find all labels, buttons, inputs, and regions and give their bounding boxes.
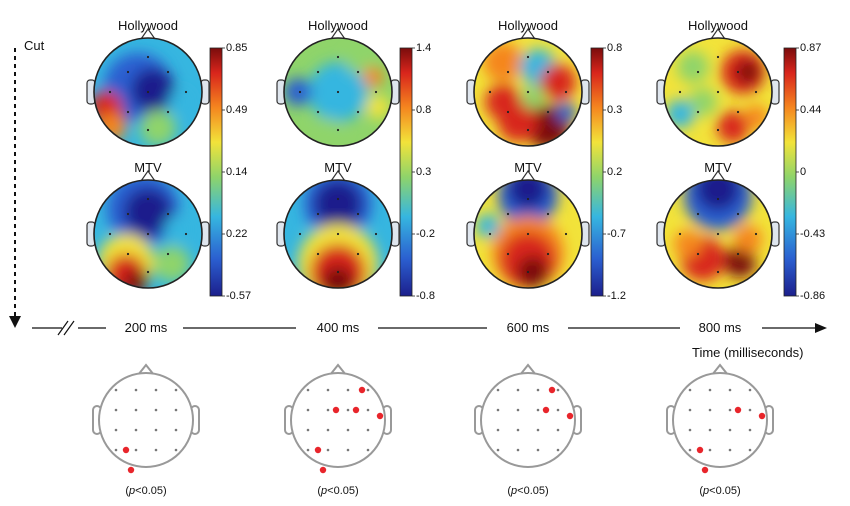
topomap-8	[656, 169, 780, 289]
colorbar-3	[590, 47, 606, 297]
time-label-200: 200 ms	[124, 320, 168, 335]
row-label-mtv-4: MTV	[704, 160, 732, 175]
cbar3-tick-4: -1.2	[607, 290, 626, 302]
cbar3-tick-1: 0.3	[607, 104, 623, 116]
cbar4-tick-4: -0.86	[800, 290, 826, 302]
time-axis-layer	[9, 48, 827, 336]
significant-electrode	[734, 406, 742, 414]
time-label-800: 800 ms	[698, 320, 742, 335]
colorbar-layer	[209, 47, 799, 297]
cbar3-tick-2: 0.2	[607, 166, 623, 178]
row-label-hollywood-4: Hollywood	[688, 18, 748, 33]
colorbar-2	[399, 47, 415, 297]
significant-electrode	[319, 466, 327, 474]
electrode-head-2	[284, 363, 392, 474]
row-label-mtv-2: MTV	[324, 160, 352, 175]
electrode-head-4	[666, 363, 774, 474]
significant-electrode	[566, 412, 574, 420]
significance-note-4: (p<0.05)	[699, 485, 741, 497]
cut-arrow-head	[9, 316, 21, 328]
significant-electrode	[122, 446, 130, 454]
cbar1-tick-1: 0.49	[226, 104, 248, 116]
topomap-2	[86, 169, 210, 289]
significant-electrode	[696, 446, 704, 454]
topomap-5	[466, 27, 590, 147]
topomap-6	[466, 169, 590, 289]
significance-note-3: (p<0.05)	[507, 485, 549, 497]
topomap-layer	[86, 27, 780, 289]
significance-note-1: (p<0.05)	[125, 485, 167, 497]
row-label-mtv-3: MTV	[514, 160, 542, 175]
significant-electrode	[332, 406, 340, 414]
cbar4-tick-0: 0.87	[800, 42, 822, 54]
time-label-400: 400 ms	[316, 320, 360, 335]
axis-break-1	[57, 320, 69, 336]
topomap-1	[86, 27, 210, 147]
significant-electrode	[127, 466, 135, 474]
significant-electrode	[701, 466, 709, 474]
cbar2-tick-3: -0.2	[416, 228, 435, 240]
electrode-head-1	[92, 363, 200, 474]
significant-electrode	[358, 386, 366, 394]
cbar4-tick-2: 0	[800, 166, 807, 178]
significant-electrode	[314, 446, 322, 454]
row-label-hollywood-2: Hollywood	[308, 18, 368, 33]
cbar3-tick-3: -0.7	[607, 228, 626, 240]
cut-label: Cut	[24, 38, 45, 53]
cbar2-tick-1: 0.8	[416, 104, 432, 116]
row-label-hollywood-1: Hollywood	[118, 18, 178, 33]
cbar1-tick-4: -0.57	[226, 290, 252, 302]
electrode-head-3	[474, 363, 582, 468]
cbar2-tick-4: -0.8	[416, 290, 435, 302]
axis-break-2	[63, 320, 75, 336]
cbar3-tick-0: 0.8	[607, 42, 623, 54]
cbar4-tick-1: 0.44	[800, 104, 822, 116]
cbar4-tick-3: -0.43	[800, 228, 826, 240]
significant-electrode	[548, 386, 556, 394]
cbar1-tick-0: 0.85	[226, 42, 248, 54]
cbar2-tick-2: 0.3	[416, 166, 432, 178]
time-label-600: 600 ms	[506, 320, 550, 335]
topomap-7	[656, 27, 780, 147]
colorbar-4	[783, 47, 799, 297]
cbar1-tick-2: 0.14	[226, 166, 248, 178]
cbar1-tick-3: 0.22	[226, 228, 248, 240]
significant-electrode	[376, 412, 384, 420]
topomap-3	[276, 27, 400, 147]
significant-electrode	[758, 412, 766, 420]
row-label-hollywood-3: Hollywood	[498, 18, 558, 33]
significant-electrode	[542, 406, 550, 414]
time-axis-label: Time (milliseconds)	[692, 345, 804, 360]
time-axis-arrow-head	[815, 323, 827, 333]
significance-heads-layer	[92, 363, 774, 474]
cbar2-tick-0: 1.4	[416, 42, 432, 54]
topomap-4	[276, 169, 400, 289]
significant-electrode	[352, 406, 360, 414]
significance-note-2: (p<0.05)	[317, 485, 359, 497]
row-label-mtv-1: MTV	[134, 160, 162, 175]
colorbar-1	[209, 47, 225, 297]
